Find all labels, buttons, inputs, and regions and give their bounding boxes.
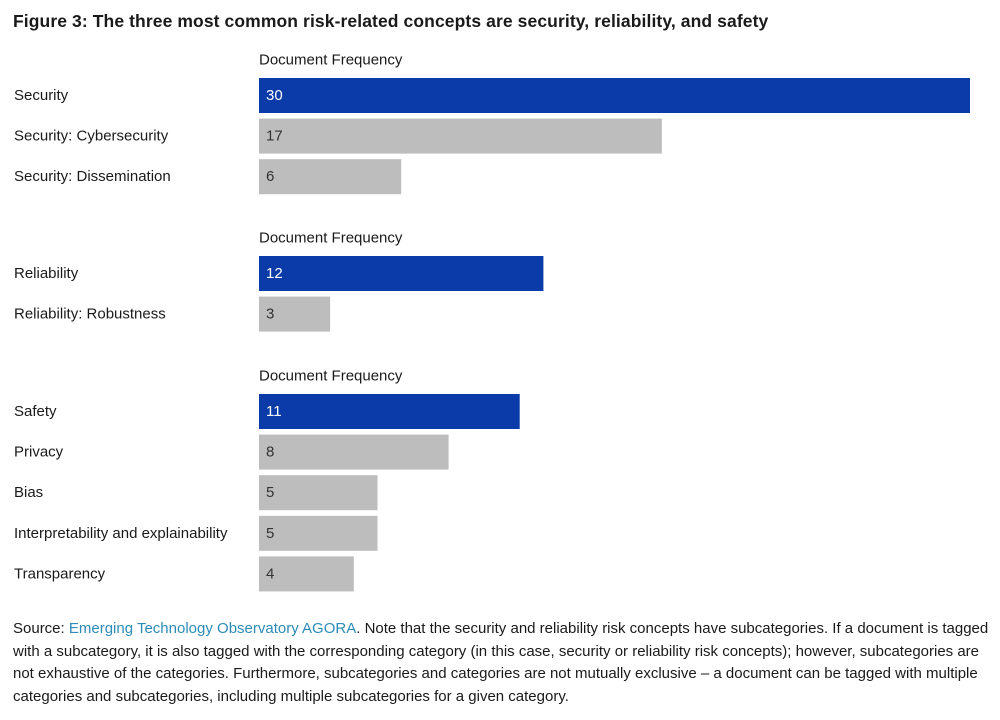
category-label: Safety bbox=[14, 403, 57, 420]
group-header: Document Frequency bbox=[259, 230, 403, 247]
value-label: 17 bbox=[266, 128, 283, 145]
source-note: Source: Emerging Technology Observatory … bbox=[13, 618, 991, 708]
subcategory-bar bbox=[259, 556, 354, 592]
group-header: Document Frequency bbox=[259, 368, 403, 385]
figure-title: Figure 3: The three most common risk-rel… bbox=[13, 11, 769, 31]
category-label: Security: Dissemination bbox=[14, 168, 171, 185]
value-label: 3 bbox=[266, 306, 274, 323]
value-label: 30 bbox=[266, 87, 283, 104]
subcategory-bar bbox=[259, 296, 331, 332]
value-label: 5 bbox=[266, 484, 274, 501]
category-bar bbox=[259, 78, 970, 113]
group-header: Document Frequency bbox=[259, 52, 403, 69]
subcategory-bar bbox=[259, 118, 662, 154]
category-bar bbox=[259, 256, 544, 291]
category-bar bbox=[259, 394, 520, 429]
source-text: . Note that the security and reliability… bbox=[13, 620, 989, 705]
bar-chart: Document Frequency Security 30 Security: Cy… bbox=[14, 52, 970, 592]
category-label: Security bbox=[14, 87, 69, 104]
category-label: Transparency bbox=[14, 565, 106, 582]
subcategory-bar bbox=[259, 159, 402, 195]
value-label: 11 bbox=[266, 403, 282, 420]
source-prefix: Source: bbox=[13, 620, 69, 637]
category-label: Reliability: Robustness bbox=[14, 306, 166, 323]
value-label: 8 bbox=[266, 444, 274, 461]
value-label: 5 bbox=[266, 525, 274, 542]
subcategory-bar bbox=[259, 475, 378, 511]
source-link[interactable]: Emerging Technology Observatory AGORA bbox=[68, 620, 357, 637]
category-label: Security: Cybersecurity bbox=[14, 128, 169, 145]
subcategory-bar bbox=[259, 515, 378, 551]
category-label: Interpretability and explainability bbox=[14, 525, 228, 542]
subcategory-bar bbox=[259, 434, 449, 470]
category-label: Bias bbox=[14, 484, 43, 501]
value-label: 12 bbox=[266, 265, 283, 282]
value-label: 6 bbox=[266, 168, 274, 185]
category-label: Privacy bbox=[14, 444, 64, 461]
value-label: 4 bbox=[266, 565, 274, 582]
category-label: Reliability bbox=[14, 265, 79, 282]
